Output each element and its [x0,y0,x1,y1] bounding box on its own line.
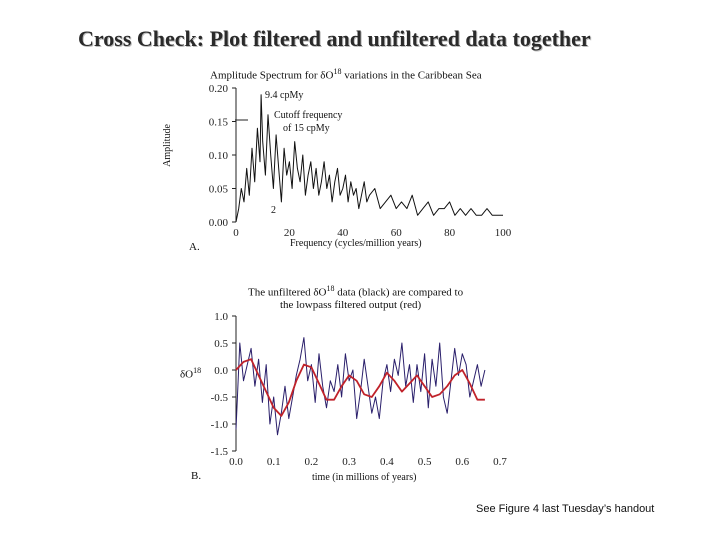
y-tick-label: 0.15 [209,117,229,129]
x-tick-label: 0.3 [342,456,356,468]
x-tick-label: 0.7 [493,456,507,468]
series-line-unfiltered [235,337,486,436]
y-tick-label: 0.5 [214,338,228,350]
y-tick-label: 0.20 [209,83,229,95]
chart-a-panel-label: A. [189,241,200,253]
x-tick-label: 0.0 [229,456,243,468]
x-tick-label: 100 [495,227,512,239]
series-line-filtered [235,358,485,417]
y-tick-label: 0.00 [209,217,229,229]
chart-b-panel-label: B. [191,470,202,482]
slide-title: Cross Check: Plot filtered and unfiltere… [78,26,591,51]
x-tick-label: 80 [444,227,456,239]
annotation-cutoff-1: Cutoff frequency [274,110,343,121]
x-tick-label: 0.2 [305,456,319,468]
x-tick-label: 0.4 [380,456,394,468]
y-tick-label: 0.10 [209,150,229,162]
y-tick-label: -0.5 [211,392,229,404]
annotation-peak: 9.4 cpMy [265,90,304,101]
x-tick-label: 0.5 [418,456,432,468]
y-tick-label: 0.05 [209,184,229,196]
y-tick-label: 0.0 [214,365,228,377]
footer-note: See Figure 4 last Tuesday’s handout [476,503,655,515]
y-tick-label: -1.0 [211,419,229,431]
x-tick-label: 0 [233,227,239,239]
x-tick-label: 0.1 [267,456,281,468]
annotation-two: 2 [271,205,276,216]
chart-b-title-2: the lowpass filtered output (red) [280,299,422,311]
x-tick-label: 60 [391,227,403,239]
series-line-spectrum [235,94,503,223]
y-tick-label: -1.5 [211,446,229,458]
chart-a-title: Amplitude Spectrum for δO18 variations i… [210,67,482,82]
annotation-cutoff-2: of 15 cpMy [283,123,330,134]
x-tick-label: 20 [284,227,296,239]
x-tick-label: 40 [337,227,349,239]
chart-a-xlabel: Frequency (cycles/million years) [290,238,422,249]
chart-b-ylabel: δO18 [180,366,202,381]
y-tick-label: 1.0 [214,311,228,323]
chart-b-xlabel: time (in millions of years) [312,472,417,483]
chart-b-title-1: The unfiltered δO18 data (black) are com… [248,284,464,299]
x-tick-label: 0.6 [455,456,469,468]
